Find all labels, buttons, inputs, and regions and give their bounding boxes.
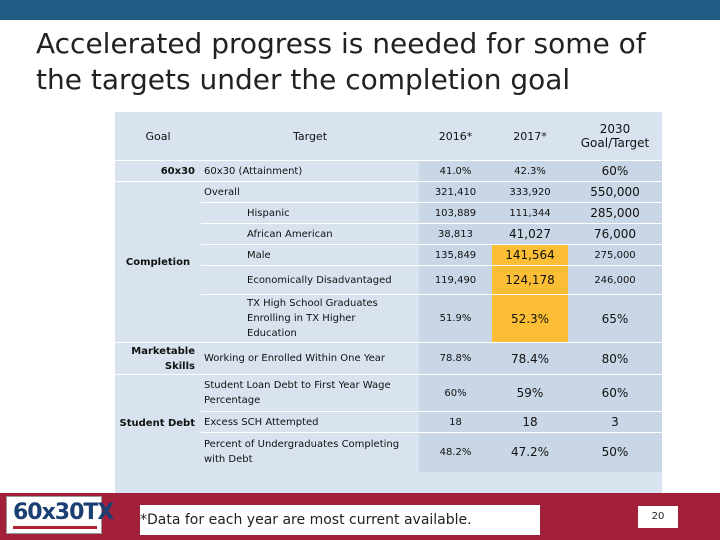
value-2016: 78.8% — [419, 342, 492, 375]
value-2030: 550,000 — [568, 181, 662, 203]
value-2016: 38,813 — [419, 223, 492, 245]
target-cell: TX High School Graduates Enrolling in TX… — [201, 294, 419, 343]
targets-table: Goal Target 2016* 2017* 2030 Goal/Target… — [115, 112, 662, 494]
value-2030: 76,000 — [568, 223, 662, 245]
table-row: Economically Disadvantaged 119,490 124,1… — [115, 265, 662, 295]
value-2030: 65% — [568, 294, 662, 343]
goal-60x30: 60x30 — [115, 160, 201, 182]
table-row: Marketable Skills Working or Enrolled Wi… — [115, 342, 662, 375]
value-2017: 333,920 — [492, 181, 568, 203]
page-number: 20 — [638, 506, 678, 528]
value-2017: 59% — [492, 374, 568, 412]
value-2016: 60% — [419, 374, 492, 412]
value-2017: 42.3% — [492, 160, 568, 182]
value-2017: 18 — [492, 411, 568, 433]
target-cell: African American — [201, 223, 419, 245]
table-row: Male 135,849 141,564 275,000 — [115, 244, 662, 266]
value-2030: 275,000 — [568, 244, 662, 266]
value-2030: 3 — [568, 411, 662, 433]
value-2016: 48.2% — [419, 432, 492, 472]
target-cell: Male — [201, 244, 419, 266]
value-2016: 18 — [419, 411, 492, 433]
header-target: Target — [201, 112, 419, 161]
value-2017-highlight: 52.3% — [492, 294, 568, 343]
value-2016: 103,889 — [419, 202, 492, 224]
goal-marketable-skills: Marketable Skills — [115, 342, 201, 375]
table-row: Completion Overall 321,410 333,920 550,0… — [115, 181, 662, 343]
value-2030: 285,000 — [568, 202, 662, 224]
target-cell: Student Loan Debt to First Year Wage Per… — [201, 374, 419, 412]
target-cell: Working or Enrolled Within One Year — [201, 342, 419, 375]
value-2016: 321,410 — [419, 181, 492, 203]
value-2016: 135,849 — [419, 244, 492, 266]
value-2017-highlight: 141,564 — [492, 244, 568, 266]
table-row: Excess SCH Attempted 18 18 3 — [115, 411, 662, 433]
header-row: Goal Target 2016* 2017* 2030 Goal/Target — [115, 112, 662, 161]
header-2017: 2017* — [492, 112, 568, 161]
table-row: Hispanic 103,889 111,344 285,000 — [115, 202, 662, 224]
value-2017: 78.4% — [492, 342, 568, 375]
title-line-2: the targets under the completion goal — [36, 63, 571, 96]
title-line-1: Accelerated progress is needed for some … — [36, 27, 646, 60]
value-2030: 246,000 — [568, 265, 662, 295]
value-2030: 60% — [568, 374, 662, 412]
goal-completion: Completion — [115, 181, 201, 343]
targets-grid: Goal Target 2016* 2017* 2030 Goal/Target… — [115, 112, 662, 472]
target-cell: 60x30 (Attainment) — [201, 160, 419, 182]
table-row: 60x30 60x30 (Attainment) 41.0% 42.3% 60% — [115, 160, 662, 182]
table-row: Student Debt Student Loan Debt to First … — [115, 374, 662, 472]
value-2016: 51.9% — [419, 294, 492, 343]
page-title: Accelerated progress is needed for some … — [36, 26, 696, 98]
value-2017-highlight: 124,178 — [492, 265, 568, 295]
logo-text: 60x30TX — [13, 500, 114, 525]
header-2016: 2016* — [419, 112, 492, 161]
goal-student-debt: Student Debt — [115, 374, 201, 472]
value-2030: 60% — [568, 160, 662, 182]
value-2017: 111,344 — [492, 202, 568, 224]
target-cell: Overall — [201, 181, 419, 203]
logo-stripe — [13, 526, 97, 529]
target-cell: Hispanic — [201, 202, 419, 224]
table-row: TX High School Graduates Enrolling in TX… — [115, 294, 662, 343]
table-row: African American 38,813 41,027 76,000 — [115, 223, 662, 245]
value-2030: 80% — [568, 342, 662, 375]
value-2030: 50% — [568, 432, 662, 472]
top-bar — [0, 0, 720, 20]
target-cell: Economically Disadvantaged — [201, 265, 419, 295]
header-2030: 2030 Goal/Target — [568, 112, 662, 161]
value-2016: 119,490 — [419, 265, 492, 295]
table-row: Percent of Undergraduates Completing wit… — [115, 432, 662, 472]
60x30tx-logo: 60x30TX — [6, 496, 114, 534]
footnote: *Data for each year are most current ava… — [140, 505, 540, 535]
value-2017: 41,027 — [492, 223, 568, 245]
target-cell: Percent of Undergraduates Completing wit… — [201, 432, 419, 472]
value-2017: 47.2% — [492, 432, 568, 472]
value-2016: 41.0% — [419, 160, 492, 182]
target-cell: Excess SCH Attempted — [201, 411, 419, 433]
header-goal: Goal — [115, 112, 201, 161]
